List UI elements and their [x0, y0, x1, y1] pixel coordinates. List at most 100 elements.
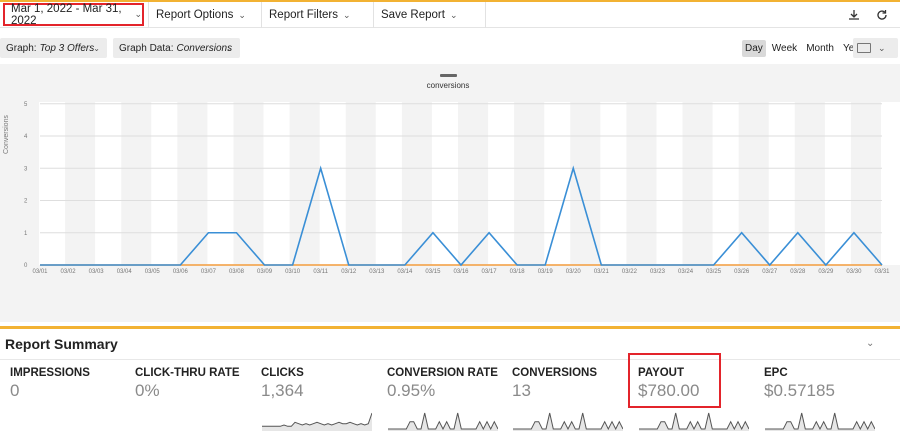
legend-swatch — [439, 74, 457, 77]
download-icon[interactable] — [844, 6, 864, 24]
grid-band — [881, 102, 900, 265]
stat-epc: EPC $0.57185 — [764, 367, 884, 401]
period-week-button[interactable]: Week — [771, 42, 798, 54]
period-day-button[interactable]: Day — [742, 39, 766, 57]
x-tick-label: 03/14 — [397, 269, 413, 275]
conversion-rate-sparkline — [388, 412, 498, 431]
chevron-down-icon: ⌄ — [449, 9, 458, 20]
grid-band — [544, 102, 571, 265]
series-line — [40, 165, 883, 267]
x-tick-label: 03/31 — [874, 269, 890, 275]
x-tick-label: 03/03 — [89, 269, 105, 275]
grid-band — [600, 102, 627, 265]
x-tick-label: 03/07 — [201, 269, 217, 275]
chevron-down-icon: ⌄ — [238, 9, 246, 20]
sparkline-area — [765, 413, 875, 431]
grid-band — [431, 102, 458, 265]
y-tick-label: 3 — [24, 166, 28, 172]
x-tick-label: 03/23 — [650, 269, 666, 275]
x-tick-label: 03/13 — [369, 269, 385, 275]
stat-payout: PAYOUT $780.00 — [638, 367, 758, 401]
report-summary-title: Report Summary — [5, 336, 118, 352]
stat-label: CONVERSIONS — [512, 367, 597, 379]
x-tick-label: 03/19 — [538, 269, 554, 275]
stat-impressions: IMPRESSIONS 0 — [10, 367, 130, 401]
report-summary: Report Summary ⌄ IMPRESSIONS 0 CLICK-THR… — [0, 326, 900, 431]
x-tick-label: 03/10 — [285, 269, 301, 275]
x-tick-label: 03/28 — [790, 269, 806, 275]
grid-band — [712, 102, 739, 265]
stat-clicks: CLICKS 1,364 — [261, 367, 381, 401]
graph-select-value: Top 3 Offers — [39, 42, 95, 54]
sparkline-line — [513, 412, 623, 431]
epc-sparkline — [765, 412, 875, 431]
x-tick-label: 03/21 — [594, 269, 610, 275]
legend-label: conversions — [426, 81, 470, 90]
date-range-label: Mar 1, 2022 - Mar 31, 2022 — [11, 2, 122, 27]
y-tick-label: 1 — [24, 231, 28, 237]
save-report-menu[interactable]: Save Report ⌄ — [373, 2, 457, 28]
clicks-sparkline — [262, 412, 372, 431]
chart-legend[interactable]: conversions — [400, 74, 496, 90]
y-tick-label: 5 — [24, 102, 28, 108]
x-tick-label: 03/18 — [510, 269, 526, 275]
x-tick-label: 03/20 — [566, 269, 582, 275]
x-tick-label: 03/09 — [257, 269, 273, 275]
report-filters-label: Report Filters — [269, 9, 339, 21]
toolbar-divider — [485, 2, 486, 28]
x-tick-label: 03/15 — [425, 269, 441, 275]
graph-controls: Graph: Top 3 Offers ⌄ Graph Data: Conver… — [0, 28, 900, 64]
graph-data-select[interactable]: Graph Data: Conversions ⌄ — [113, 38, 240, 58]
x-tick-label: 03/11 — [313, 269, 328, 275]
period-toggle: Day Week Month Year — [742, 38, 869, 58]
x-tick-label: 03/12 — [341, 269, 357, 275]
x-tick-label: 03/17 — [482, 269, 498, 275]
stat-label: PAYOUT — [638, 367, 685, 379]
stat-conversions: CONVERSIONS 13 — [512, 367, 632, 401]
stat-label: CONVERSION RATE — [387, 367, 498, 379]
divider — [0, 359, 900, 360]
grid-band — [39, 102, 66, 265]
collapse-chevron-icon[interactable]: ⌄ — [866, 338, 875, 349]
stat-value: 0% — [135, 381, 160, 400]
stat-value: $780.00 — [638, 381, 700, 400]
chart-panel: conversions Conversions 0 1 2 3 4 5 03/01 03/02… — [0, 64, 900, 322]
grid-band — [207, 102, 234, 265]
x-tick-label: 03/02 — [61, 269, 77, 275]
grid-band — [768, 102, 795, 265]
chart-type-icon — [857, 43, 871, 53]
x-tick-label: 03/22 — [622, 269, 638, 275]
refresh-icon[interactable] — [872, 6, 892, 24]
stat-click-thru-rate: CLICK-THRU RATE 0% — [135, 367, 255, 401]
report-options-menu[interactable]: Report Options ⌄ — [148, 2, 246, 28]
grid-band — [151, 102, 178, 265]
y-tick-label: 4 — [24, 134, 28, 140]
chevron-down-icon: ⌄ — [343, 9, 351, 20]
sparkline-area — [388, 413, 498, 431]
x-tick-label: 03/24 — [678, 269, 694, 275]
period-month-button[interactable]: Month — [806, 42, 834, 54]
stat-value: $0.57185 — [764, 381, 835, 400]
y-tick-label: 2 — [24, 199, 28, 205]
report-toolbar: Mar 1, 2022 - Mar 31, 2022 ⌄ Report Opti… — [0, 0, 900, 28]
graph-data-select-label: Graph Data: — [119, 42, 174, 54]
date-range-picker[interactable]: Mar 1, 2022 - Mar 31, 2022 ⌄ — [3, 2, 144, 27]
graph-select[interactable]: Graph: Top 3 Offers ⌄ — [0, 38, 107, 58]
chevron-down-icon: ⌄ — [878, 42, 886, 53]
conversions-line-chart: 0 1 2 3 4 5 03/01 03/02 03/03 03/04 03/05 03/06 03/0… — [24, 102, 900, 275]
chart-type-button[interactable]: ⌄ — [853, 38, 898, 58]
stat-label: CLICK-THRU RATE — [135, 367, 240, 379]
grid-band — [375, 102, 402, 265]
sparkline-area — [513, 413, 623, 431]
grid-band — [263, 102, 290, 265]
x-tick-label: 03/16 — [453, 269, 469, 275]
stat-value: 0 — [10, 381, 20, 400]
x-tick-label: 03/04 — [117, 269, 133, 275]
conversions-sparkline — [513, 412, 623, 431]
save-report-label: Save Report — [381, 9, 445, 21]
report-filters-menu[interactable]: Report Filters ⌄ — [261, 2, 351, 28]
stat-value: 13 — [512, 381, 531, 400]
sparkline-line — [262, 412, 372, 427]
graph-data-select-value: Conversions — [176, 42, 233, 54]
stat-value: 0.95% — [387, 381, 436, 400]
